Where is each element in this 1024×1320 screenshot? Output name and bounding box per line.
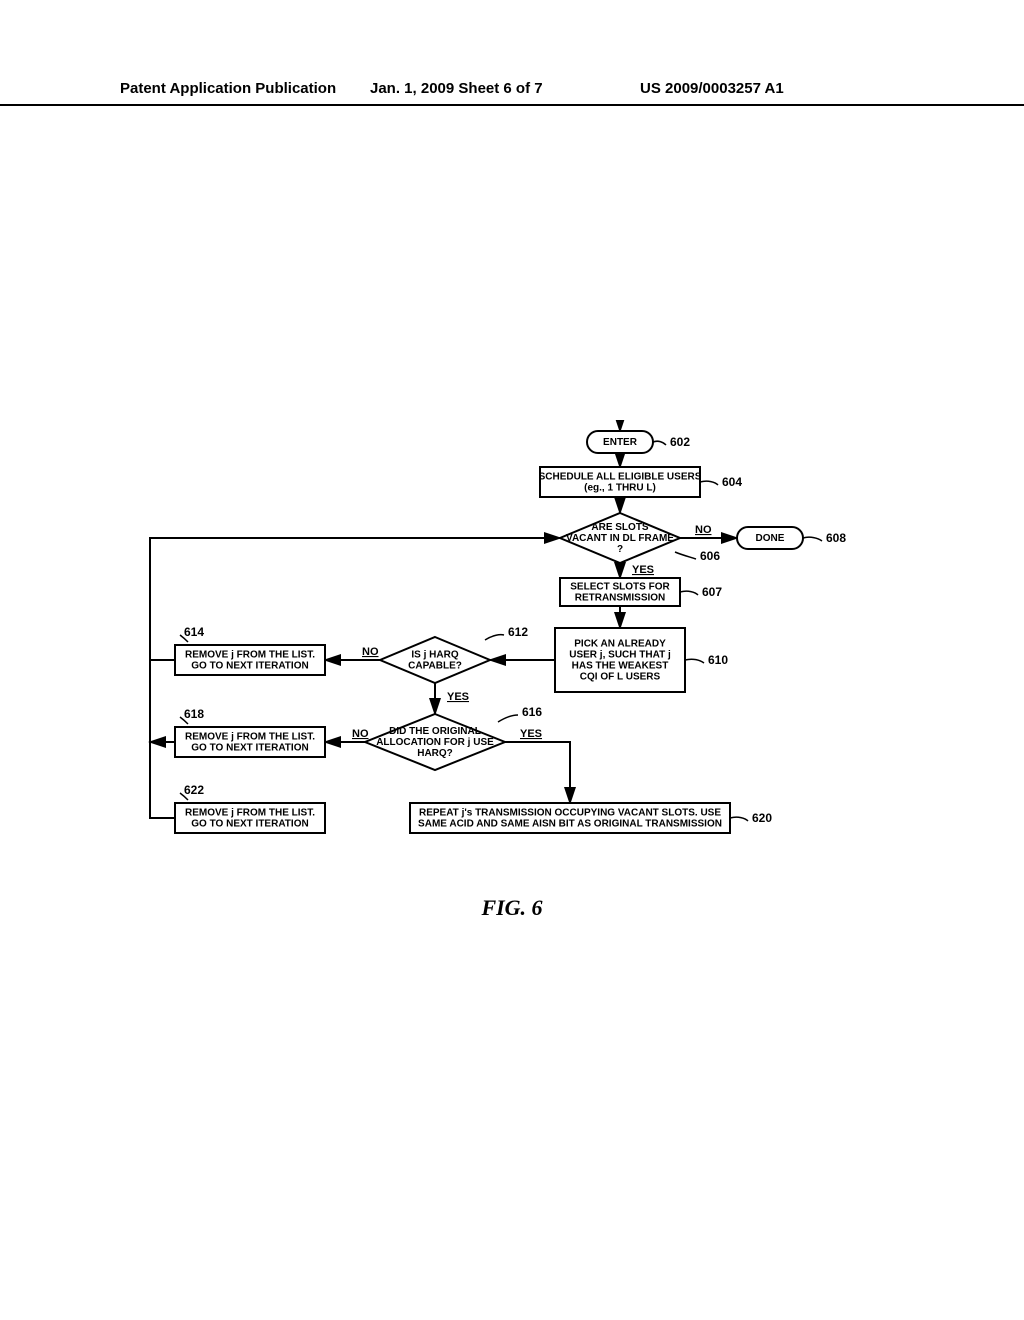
svg-text:DID THE ORIGINAL: DID THE ORIGINAL <box>389 726 481 737</box>
svg-text:CQI OF L USERS: CQI OF L USERS <box>580 672 661 683</box>
page: Patent Application Publication Jan. 1, 2… <box>0 0 1024 1320</box>
svg-text:610: 610 <box>708 653 728 667</box>
svg-text:IS j HARQ: IS j HARQ <box>411 650 458 661</box>
header-left: Patent Application Publication <box>120 80 336 97</box>
svg-text:620: 620 <box>752 811 772 825</box>
svg-text:SELECT SLOTS FOR: SELECT SLOTS FOR <box>570 582 670 593</box>
svg-text:USER j, SUCH THAT j: USER j, SUCH THAT j <box>569 650 671 661</box>
svg-text:(eg., 1 THRU L): (eg., 1 THRU L) <box>584 483 656 494</box>
svg-text:VACANT IN DL FRAME: VACANT IN DL FRAME <box>566 533 674 544</box>
figure-caption: FIG. 6 <box>0 895 1024 921</box>
svg-text:614: 614 <box>184 625 204 639</box>
svg-text:YES: YES <box>520 728 542 740</box>
svg-text:REMOVE j FROM THE LIST.: REMOVE j FROM THE LIST. <box>185 732 315 743</box>
svg-text:GO TO NEXT ITERATION: GO TO NEXT ITERATION <box>191 661 308 672</box>
svg-text:602: 602 <box>670 435 690 449</box>
svg-text:DONE: DONE <box>756 533 785 544</box>
svg-text:REMOVE j FROM THE LIST.: REMOVE j FROM THE LIST. <box>185 650 315 661</box>
svg-text:HARQ?: HARQ? <box>417 748 453 759</box>
svg-text:REPEAT j's TRANSMISSION OCCUPY: REPEAT j's TRANSMISSION OCCUPYING VACANT… <box>419 808 721 819</box>
svg-text:ALLOCATION FOR j USE: ALLOCATION FOR j USE <box>376 737 494 748</box>
header-center: Jan. 1, 2009 Sheet 6 of 7 <box>370 80 543 97</box>
svg-text:?: ? <box>617 544 623 555</box>
svg-text:SCHEDULE ALL ELIGIBLE USERS: SCHEDULE ALL ELIGIBLE USERS <box>539 472 702 483</box>
svg-text:GO TO NEXT ITERATION: GO TO NEXT ITERATION <box>191 819 308 830</box>
svg-text:607: 607 <box>702 585 722 599</box>
svg-text:ARE SLOTS: ARE SLOTS <box>591 522 649 533</box>
svg-text:618: 618 <box>184 707 204 721</box>
svg-text:REMOVE j FROM THE LIST.: REMOVE j FROM THE LIST. <box>185 808 315 819</box>
svg-text:PICK AN ALREADY: PICK AN ALREADY <box>574 639 666 650</box>
svg-text:606: 606 <box>700 549 720 563</box>
svg-text:622: 622 <box>184 783 204 797</box>
svg-text:NO: NO <box>695 524 712 536</box>
page-header: Patent Application Publication Jan. 1, 2… <box>0 80 1024 106</box>
svg-text:GO TO NEXT ITERATION: GO TO NEXT ITERATION <box>191 743 308 754</box>
svg-text:YES: YES <box>632 564 654 576</box>
svg-text:NO: NO <box>352 728 369 740</box>
svg-text:NO: NO <box>362 646 379 658</box>
svg-text:HAS THE WEAKEST: HAS THE WEAKEST <box>572 661 669 672</box>
svg-text:RETRANSMISSION: RETRANSMISSION <box>575 593 666 604</box>
header-right: US 2009/0003257 A1 <box>640 80 784 97</box>
svg-text:YES: YES <box>447 691 469 703</box>
svg-text:CAPABLE?: CAPABLE? <box>408 661 462 672</box>
svg-text:SAME ACID AND SAME AISN BIT AS: SAME ACID AND SAME AISN BIT AS ORIGINAL … <box>418 819 722 830</box>
flowchart-figure: NO YES NO YES NO YES ENTER 602 SCHEDULE ALL ELIG… <box>130 420 910 880</box>
svg-text:616: 616 <box>522 705 542 719</box>
svg-text:604: 604 <box>722 475 742 489</box>
svg-text:612: 612 <box>508 625 528 639</box>
svg-text:608: 608 <box>826 531 846 545</box>
svg-text:ENTER: ENTER <box>603 437 638 448</box>
